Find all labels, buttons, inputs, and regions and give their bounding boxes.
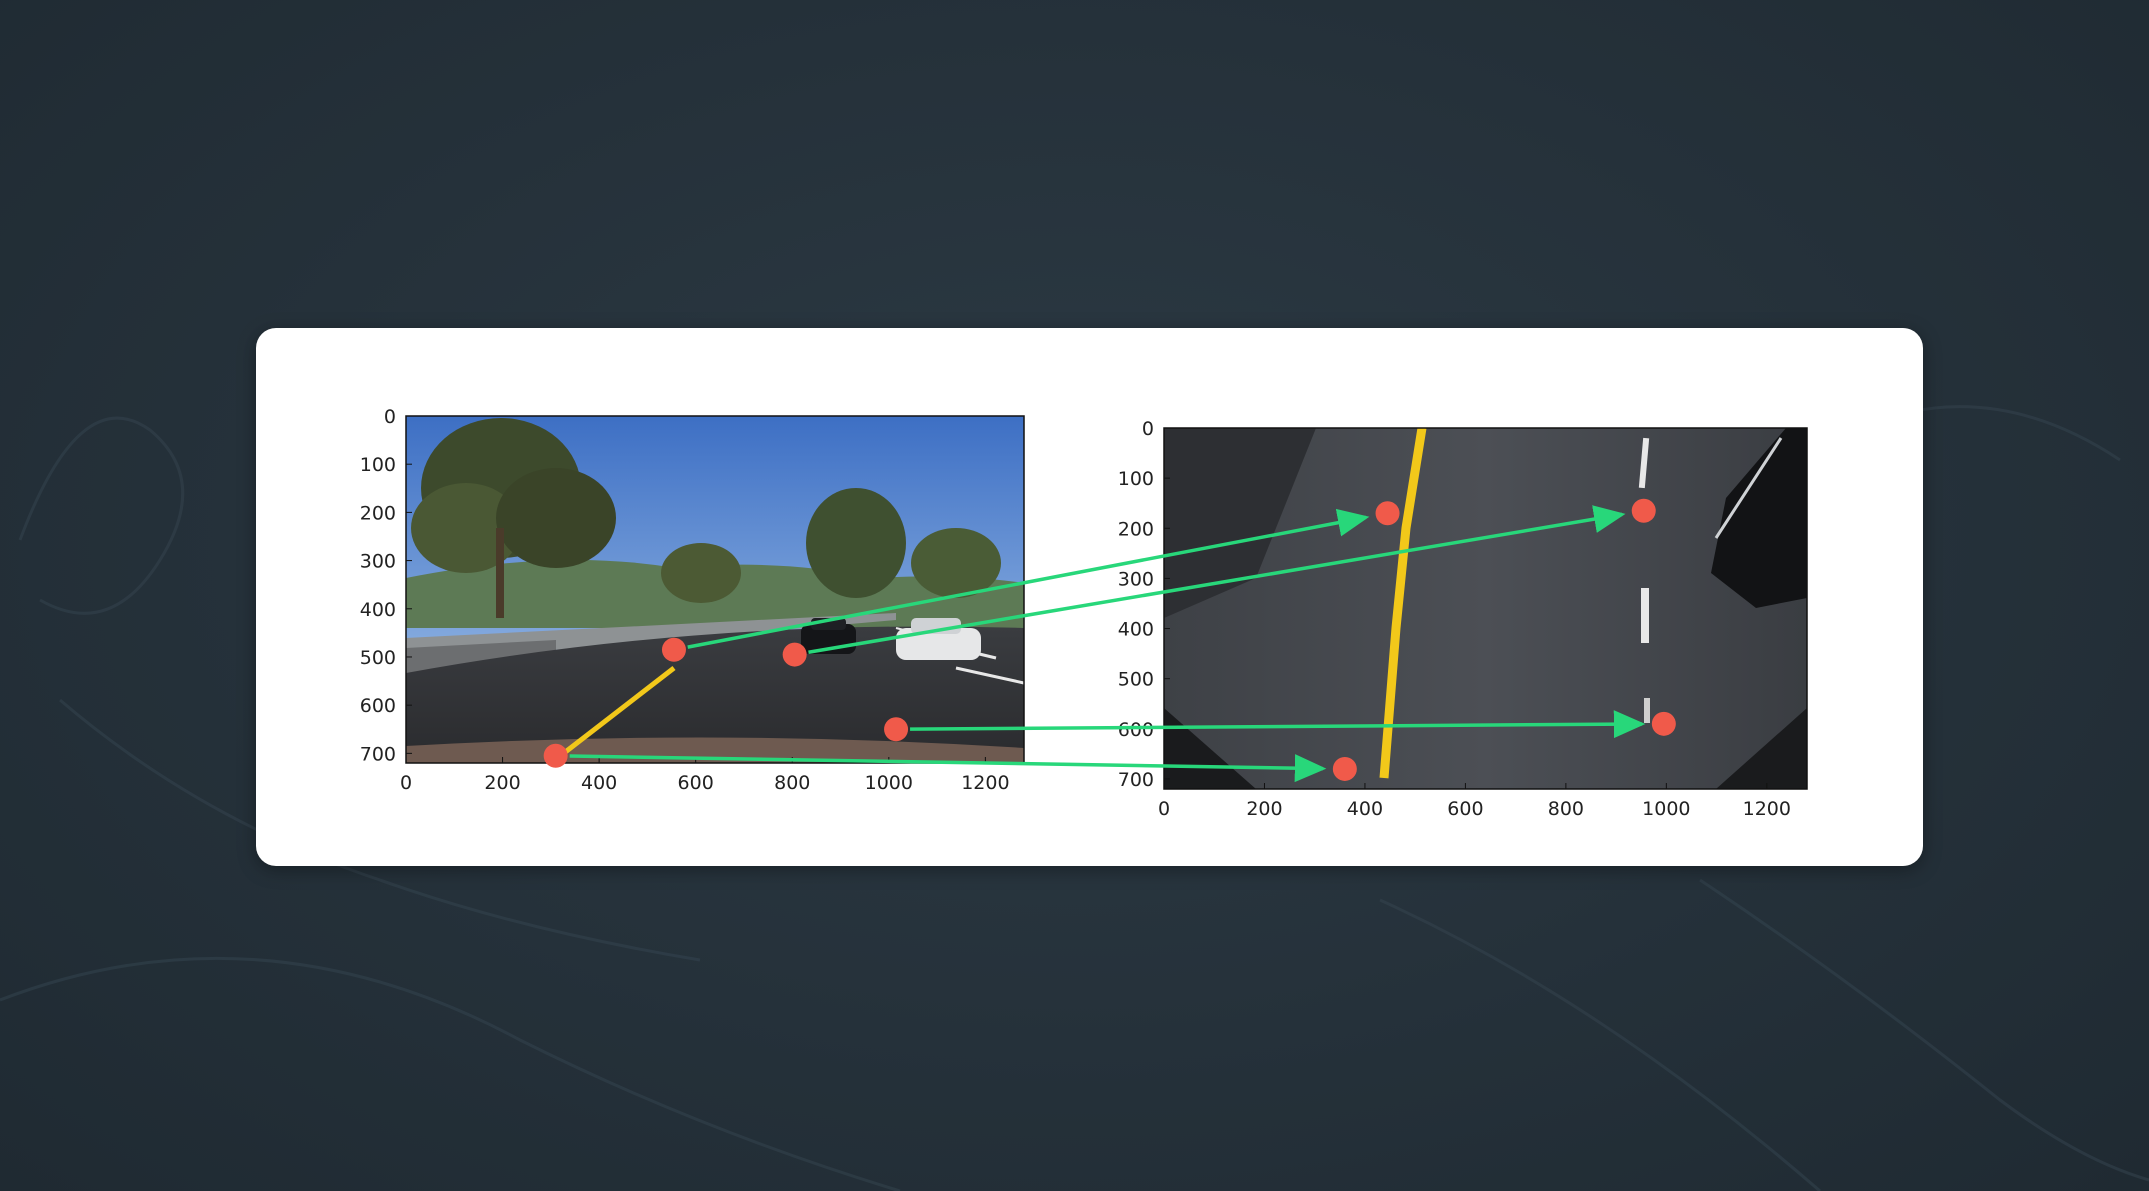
control-points	[543, 498, 1676, 781]
left-x-tick-label: 0	[400, 772, 412, 794]
right-plot-axes: 0 200 400 600 800 1000 1200 0 100 200 300 400 500 600…	[1118, 418, 1791, 820]
source-point	[661, 637, 686, 662]
right-y-tick-label: 200	[1118, 518, 1154, 540]
left-y-tick-label: 200	[360, 502, 396, 524]
left-y-tick-label: 400	[360, 599, 396, 621]
right-y-tick-label: 400	[1118, 619, 1154, 641]
destination-point	[1651, 711, 1676, 736]
right-x-tick-label: 400	[1347, 798, 1383, 820]
right-y-tick-label: 100	[1118, 468, 1154, 490]
left-y-tick-label: 700	[360, 743, 396, 765]
left-x-tick-label: 400	[581, 772, 617, 794]
mapping-arrow	[808, 505, 1626, 654]
left-y-tick-label: 300	[360, 551, 396, 573]
figure-card: 0 200 400 600 800 1000 1200 0 100 200 300 400 500 600…	[256, 328, 1923, 866]
right-y-tick-label: 700	[1118, 769, 1154, 791]
left-x-tick-label: 200	[484, 772, 520, 794]
source-point	[543, 743, 568, 768]
tree-left	[411, 418, 616, 618]
right-y-tick-label: 300	[1118, 568, 1154, 590]
mapping-arrow	[569, 754, 1327, 783]
left-y-tick-label: 500	[360, 647, 396, 669]
mapping-arrows	[569, 505, 1646, 783]
left-y-tick-label: 600	[360, 695, 396, 717]
left-y-tick-label: 0	[384, 406, 396, 428]
left-x-tick-label: 800	[774, 772, 810, 794]
source-point	[782, 642, 807, 667]
right-warped-photo	[1164, 428, 1807, 789]
mapping-arrow	[687, 508, 1370, 649]
left-x-tick-label: 1200	[961, 772, 1009, 794]
right-y-tick-label: 600	[1118, 719, 1154, 741]
right-x-tick-label: 600	[1447, 798, 1483, 820]
right-x-tick-label: 200	[1246, 798, 1282, 820]
right-x-tick-label: 1000	[1642, 798, 1690, 820]
left-x-tick-label: 1000	[865, 772, 913, 794]
destination-point	[1631, 498, 1656, 523]
destination-point	[1332, 756, 1357, 781]
right-y-tick-label: 0	[1142, 418, 1154, 440]
left-y-tick-label: 100	[360, 454, 396, 476]
left-plot-axes: 0 200 400 600 800 1000 1200 0 100 200 300 400 500 600…	[360, 406, 1010, 794]
projection-figure: 0 200 400 600 800 1000 12000100200300400500600…	[360, 406, 1808, 820]
right-x-tick-label: 0	[1158, 798, 1170, 820]
right-x-tick-label: 800	[1548, 798, 1584, 820]
left-x-tick-label: 600	[678, 772, 714, 794]
source-point	[884, 717, 909, 742]
mapping-arrow	[910, 710, 1646, 739]
right-y-tick-label: 500	[1118, 669, 1154, 691]
destination-point	[1375, 501, 1400, 526]
right-x-tick-label: 1200	[1743, 798, 1791, 820]
left-road-photo	[406, 416, 1024, 763]
